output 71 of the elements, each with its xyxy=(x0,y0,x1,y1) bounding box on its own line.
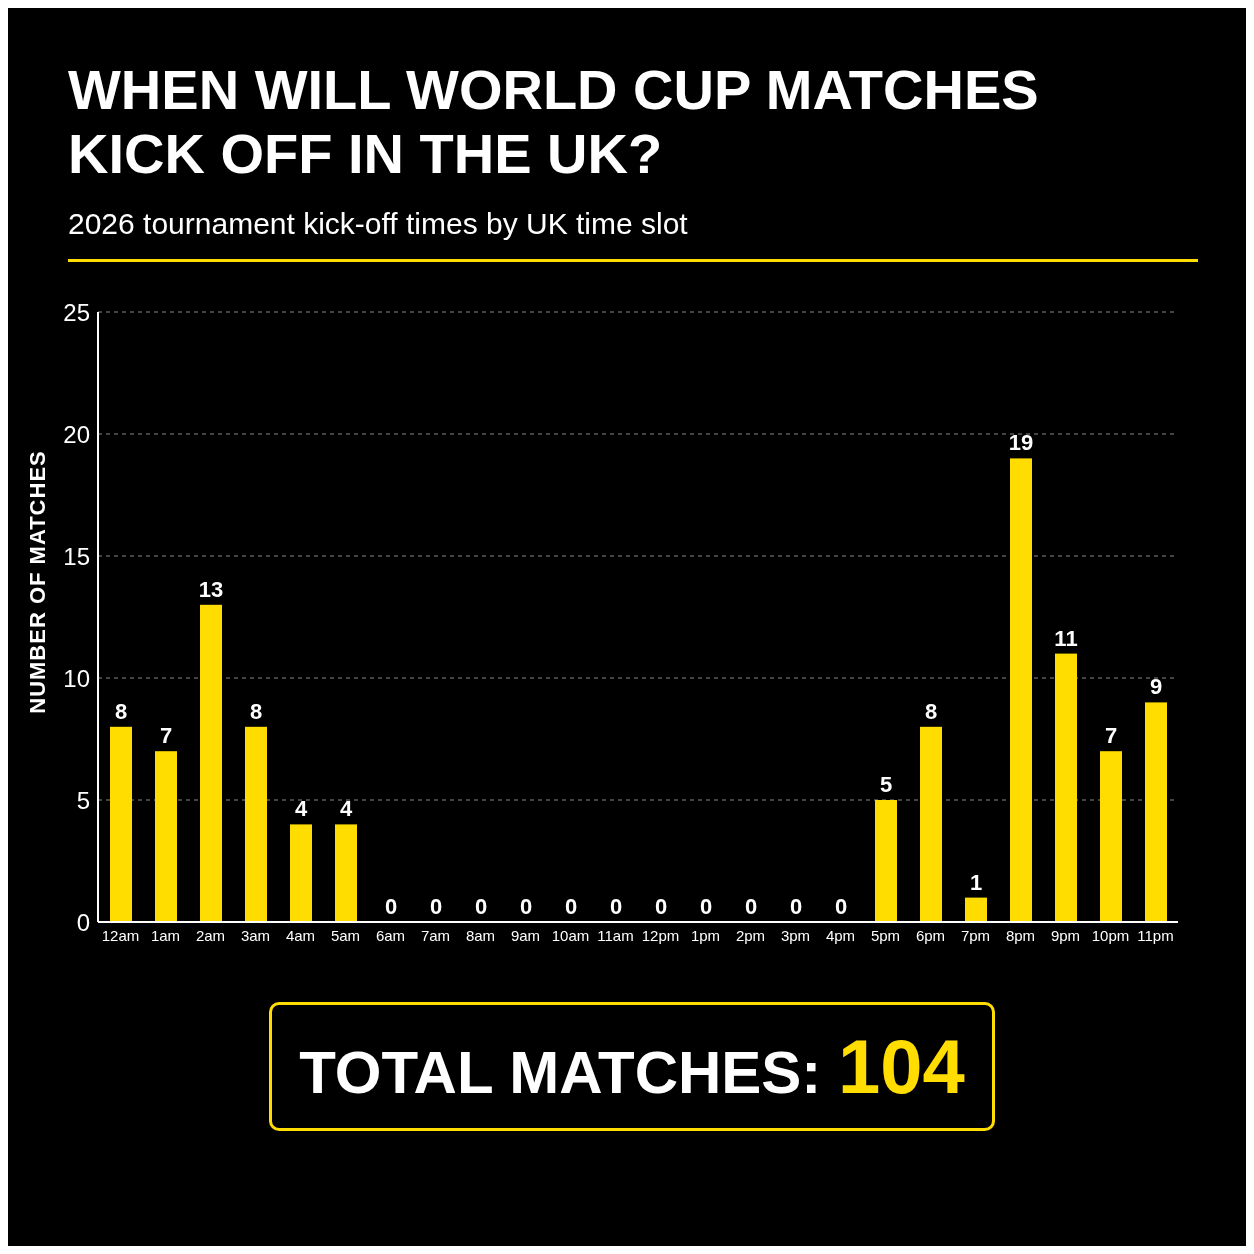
data-label: 1 xyxy=(969,869,983,895)
data-label: 11 xyxy=(1054,625,1078,651)
x-tick-label: 5am xyxy=(330,926,361,944)
data-label: 7 xyxy=(1104,722,1118,748)
data-label: 7 xyxy=(159,722,173,748)
bar xyxy=(1145,702,1167,922)
data-label: 0 xyxy=(474,893,488,919)
text: TOTAL MATCHES: 104 xyxy=(269,1001,995,1131)
x-tick-label: 11pm xyxy=(1137,926,1174,944)
y-tick-label: 15 xyxy=(63,542,90,570)
y-tick-label: 0 xyxy=(76,908,90,936)
data-label: 8 xyxy=(114,698,128,724)
bar xyxy=(245,726,267,922)
x-tick-label: 11am xyxy=(597,926,634,944)
data-label: 19 xyxy=(1008,430,1034,456)
bar xyxy=(1055,653,1077,922)
data-label: 0 xyxy=(699,893,713,919)
chart-title: WHEN WILL WORLD CUP MATCHES KICK OFF IN THE UK? xyxy=(68,58,1040,187)
data-label: 0 xyxy=(834,893,848,919)
x-tick-label: 3am xyxy=(240,926,271,944)
data-label: 0 xyxy=(789,893,803,919)
y-tick-label: 20 xyxy=(63,420,90,448)
data-label: 0 xyxy=(519,893,533,919)
x-tick-label: 4pm xyxy=(825,926,856,944)
y-tick-label: 25 xyxy=(63,298,90,326)
bar xyxy=(1100,750,1122,922)
x-tick-label: 2am xyxy=(195,926,226,944)
x-tick-label: 7pm xyxy=(960,926,991,944)
x-tick-label: 9am xyxy=(510,926,541,944)
x-tick-label: 1pm xyxy=(690,926,721,944)
x-tick-label: 3pm xyxy=(780,926,811,944)
x-tick-label: 4am xyxy=(285,926,316,944)
chart-subtitle: 2026 tournament kick-off times by UK time slot xyxy=(68,206,689,241)
x-tick-label: 12pm xyxy=(641,926,680,944)
x-tick-label: 12am xyxy=(101,926,140,944)
data-label: 8 xyxy=(924,698,938,724)
bar xyxy=(110,726,132,922)
y-tick-label: 10 xyxy=(63,664,90,692)
x-tick-label: 1am xyxy=(150,926,181,944)
y-axis-title: NUMBER OF MATCHES xyxy=(25,450,51,714)
data-label: 5 xyxy=(879,771,893,797)
x-tick-label: 10am xyxy=(551,926,590,944)
x-tick-label: 6am xyxy=(375,926,406,944)
data-label: 8 xyxy=(249,698,263,724)
x-tick-label: 7am xyxy=(420,926,451,944)
bar xyxy=(200,604,222,922)
y-tick-label: 5 xyxy=(76,786,90,814)
bar xyxy=(335,824,357,922)
x-tick-label: 8pm xyxy=(1005,926,1036,944)
data-label: 0 xyxy=(609,893,623,919)
bar xyxy=(875,799,897,922)
x-tick-label: 6pm xyxy=(915,926,946,944)
bar xyxy=(155,750,177,922)
data-label: 0 xyxy=(429,893,443,919)
x-tick-label: 8am xyxy=(465,926,496,944)
data-label: 4 xyxy=(294,796,308,822)
data-label: 13 xyxy=(198,576,224,602)
x-tick-label: 2pm xyxy=(735,926,766,944)
bar xyxy=(1010,458,1032,922)
bar xyxy=(290,824,312,922)
data-label: 0 xyxy=(744,893,758,919)
data-label: 4 xyxy=(339,796,353,822)
data-label: 9 xyxy=(1149,674,1163,700)
bar xyxy=(920,726,942,922)
data-label: 0 xyxy=(384,893,398,919)
bar xyxy=(965,897,987,922)
x-tick-label: 5pm xyxy=(870,926,901,944)
x-tick-label: 9pm xyxy=(1050,926,1081,944)
x-tick-label: 10pm xyxy=(1091,926,1130,944)
data-label: 0 xyxy=(654,893,668,919)
data-label: 0 xyxy=(564,893,578,919)
